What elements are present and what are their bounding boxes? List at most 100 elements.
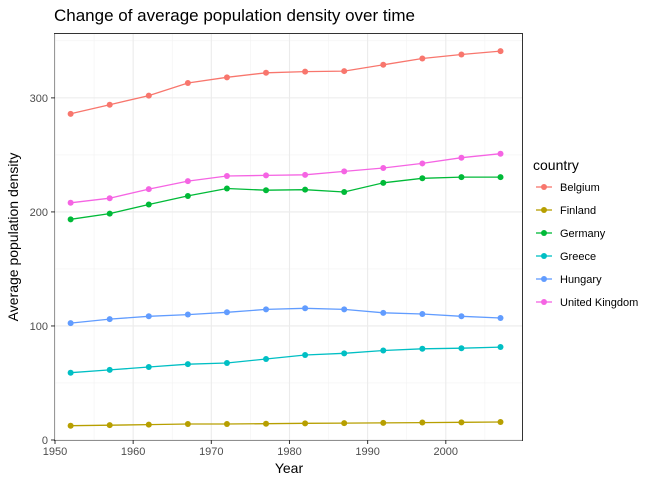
data-point-hungary	[145, 313, 152, 320]
legend-key-point	[541, 276, 547, 282]
series-layer	[67, 48, 504, 429]
data-point-germany	[145, 201, 152, 208]
legend-item-united-kingdom: United Kingdom	[536, 297, 638, 309]
legend-item-greece: Greece	[536, 251, 596, 263]
legend-item-finland: Finland	[536, 205, 596, 217]
x-tick-label: 2000	[434, 446, 458, 458]
data-point-belgium	[106, 101, 113, 108]
legend-key-point	[541, 253, 547, 259]
data-point-belgium	[497, 48, 504, 55]
series-line-finland	[70, 421, 501, 427]
data-point-germany	[263, 187, 270, 194]
x-tick-label: 1980	[277, 446, 301, 458]
data-point-united-kingdom	[302, 171, 309, 178]
y-tick-label: 0	[42, 435, 48, 447]
x-tick-label: 1960	[121, 446, 145, 458]
legend-label: Hungary	[560, 274, 602, 286]
data-point-germany	[380, 179, 387, 186]
data-point-united-kingdom	[106, 195, 113, 202]
data-point-finland	[380, 419, 387, 426]
data-point-hungary	[341, 306, 348, 313]
series-line-germany	[70, 176, 501, 220]
legend-key-point	[541, 230, 547, 236]
plot-panel	[54, 33, 523, 441]
data-point-belgium	[263, 69, 270, 76]
data-point-united-kingdom	[67, 199, 74, 206]
data-point-belgium	[458, 51, 465, 58]
data-point-united-kingdom	[145, 186, 152, 193]
legend-label: Finland	[560, 205, 596, 217]
x-axis: 1950 1960 1970 1980 1990 2000	[43, 440, 458, 458]
x-tick-label: 1990	[355, 446, 379, 458]
data-point-greece	[458, 345, 465, 352]
data-point-belgium	[184, 80, 191, 87]
data-point-finland	[145, 421, 152, 428]
data-point-greece	[67, 369, 74, 376]
x-axis-title: Year	[275, 460, 304, 476]
data-point-finland	[341, 420, 348, 427]
x-tick-label: 1970	[199, 446, 223, 458]
data-point-finland	[67, 422, 74, 429]
data-point-finland	[184, 421, 191, 428]
data-point-hungary	[302, 305, 309, 312]
data-point-united-kingdom	[263, 172, 270, 179]
legend: country Belgium Finland Germany Greece Hunga…	[533, 157, 638, 309]
data-point-finland	[106, 422, 113, 429]
legend-key-point	[541, 299, 547, 305]
data-point-hungary	[458, 313, 465, 320]
chart-title: Change of average population density ove…	[54, 6, 415, 25]
data-point-hungary	[106, 316, 113, 323]
data-point-belgium	[67, 110, 74, 117]
data-point-germany	[223, 185, 230, 192]
data-point-united-kingdom	[458, 154, 465, 161]
data-point-finland	[419, 419, 426, 426]
data-point-germany	[106, 210, 113, 217]
data-point-belgium	[223, 74, 230, 81]
data-point-hungary	[67, 320, 74, 327]
data-point-greece	[497, 344, 504, 351]
data-point-belgium	[419, 55, 426, 62]
legend-label: Belgium	[560, 182, 600, 194]
legend-label: Germany	[560, 228, 606, 240]
data-point-greece	[341, 350, 348, 357]
data-point-greece	[223, 360, 230, 367]
data-point-germany	[497, 174, 504, 181]
data-point-greece	[184, 361, 191, 368]
data-point-germany	[419, 175, 426, 182]
data-point-belgium	[145, 92, 152, 99]
data-point-greece	[263, 356, 270, 363]
legend-label: United Kingdom	[560, 297, 638, 309]
series-line-greece	[70, 346, 501, 374]
data-point-hungary	[419, 310, 426, 317]
data-point-germany	[184, 192, 191, 199]
series-line-belgium	[70, 50, 501, 115]
data-point-greece	[380, 347, 387, 354]
y-axis-title: Average population density	[5, 153, 21, 322]
data-point-greece	[145, 364, 152, 371]
data-point-finland	[263, 420, 270, 427]
legend-title: country	[533, 157, 579, 173]
data-point-finland	[223, 421, 230, 428]
series-line-hungary	[70, 307, 501, 324]
data-point-united-kingdom	[380, 165, 387, 172]
legend-item-germany: Germany	[536, 228, 606, 240]
data-point-finland	[497, 418, 504, 425]
data-point-greece	[106, 366, 113, 373]
data-point-united-kingdom	[341, 168, 348, 175]
legend-label: Greece	[560, 251, 596, 263]
series-line-united-kingdom	[70, 153, 501, 204]
data-point-germany	[341, 188, 348, 195]
y-axis: 0 100 200 300	[30, 93, 55, 447]
data-point-hungary	[497, 314, 504, 321]
data-point-finland	[302, 420, 309, 427]
data-point-united-kingdom	[497, 150, 504, 157]
data-point-hungary	[184, 311, 191, 318]
data-point-united-kingdom	[419, 160, 426, 167]
legend-item-belgium: Belgium	[536, 182, 600, 194]
data-point-united-kingdom	[223, 172, 230, 179]
data-point-belgium	[380, 61, 387, 68]
legend-key-point	[541, 184, 547, 190]
data-point-germany	[458, 174, 465, 181]
y-tick-label: 100	[30, 321, 48, 333]
